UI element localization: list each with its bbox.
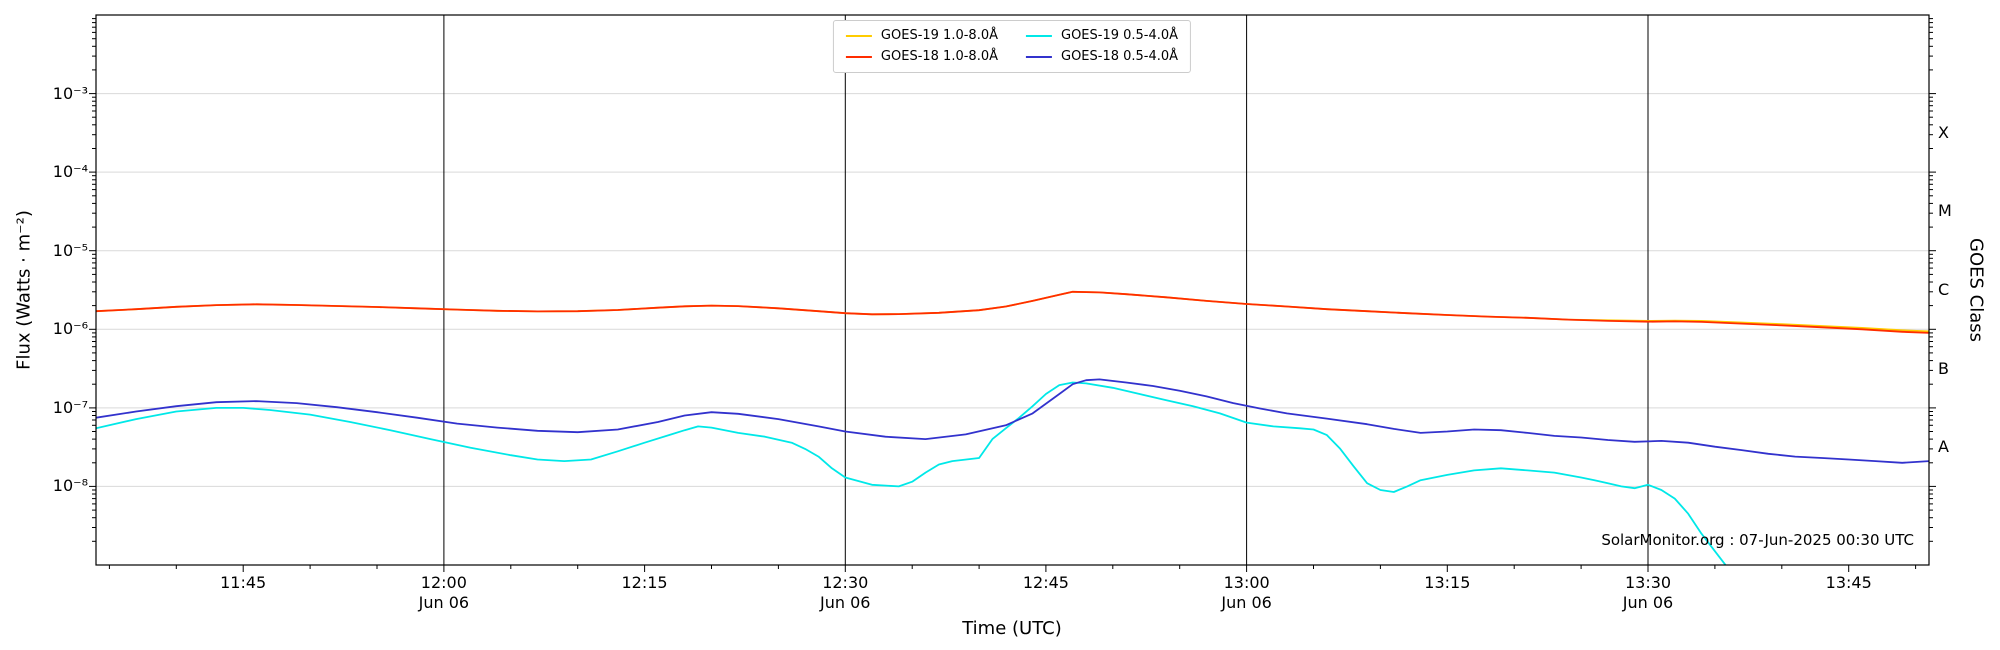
y-tick-label: 10⁻⁷: [52, 397, 88, 417]
legend-label: GOES-19 1.0-8.0Å: [880, 28, 998, 43]
legend-line-swatch: [845, 56, 872, 58]
x-tick-date-sublabel: Jun 06: [418, 593, 470, 612]
x-tick-label: 12:30 Jun 06: [775, 573, 915, 613]
series-line-1: [96, 290, 1929, 334]
x-tick-label: 12:00 Jun 06: [374, 573, 514, 613]
x-tick-label: 13:45: [1825, 573, 1872, 592]
series-line-2: [96, 381, 1727, 565]
y-tick-label: 10⁻⁴: [52, 162, 88, 182]
goes-class-letter-b: B: [1938, 358, 1949, 378]
y-axis-label-flux: Flux (Watts · m⁻²): [13, 210, 35, 370]
legend-label: GOES-18 0.5-4.0Å: [1061, 49, 1179, 64]
y-tick-label: 10⁻⁸: [52, 476, 88, 496]
legend-item-3: GOES-18 0.5-4.0Å: [1026, 48, 1178, 66]
legend-item-2: GOES-19 0.5-4.0Å: [1026, 27, 1178, 45]
plot-frame: [95, 14, 1930, 566]
x-tick-label: 13:30 Jun 06: [1578, 573, 1718, 613]
legend: GOES-19 1.0-8.0Å GOES-18 1.0-8.0Å GOES-19 …: [832, 20, 1192, 73]
y-tick-label: 10⁻⁶: [52, 319, 88, 339]
x-tick-label: 11:45: [220, 573, 267, 592]
y-tick-label: 10⁻³: [52, 83, 88, 103]
goes-class-letter-m: M: [1938, 201, 1952, 221]
legend-label: GOES-19 0.5-4.0Å: [1061, 28, 1179, 43]
legend-label: GOES-18 1.0-8.0Å: [880, 49, 998, 64]
legend-item-0: GOES-19 1.0-8.0Å: [845, 27, 998, 45]
x-tick-label: 12:45: [1022, 573, 1069, 592]
y-tick-label: 10⁻⁵: [52, 240, 88, 260]
goes-class-letter-x: X: [1938, 122, 1949, 142]
goes-class-letter-c: C: [1938, 280, 1950, 299]
x-tick-date-sublabel: Jun 06: [1221, 593, 1272, 612]
x-tick-label: 13:15: [1424, 573, 1471, 592]
x-tick-date-sublabel: Jun 06: [1622, 593, 1674, 612]
x-tick-label: 13:00 Jun 06: [1177, 573, 1317, 613]
legend-line-swatch: [1026, 56, 1052, 58]
legend-line-swatch: [845, 35, 872, 37]
legend-line-swatch: [1026, 35, 1052, 37]
x-tick-label: 12:15: [621, 573, 668, 592]
x-axis-label-time: Time (UTC): [962, 618, 1062, 639]
series-line-0: [96, 290, 1929, 333]
series-line-3: [96, 378, 1929, 464]
source-annotation: SolarMonitor.org : 07-Jun-2025 00:30 UTC: [1601, 531, 1914, 549]
legend-item-1: GOES-18 1.0-8.0Å: [845, 48, 998, 66]
x-tick-date-sublabel: Jun 06: [820, 593, 871, 612]
goes-class-letter-a: A: [1938, 437, 1949, 457]
